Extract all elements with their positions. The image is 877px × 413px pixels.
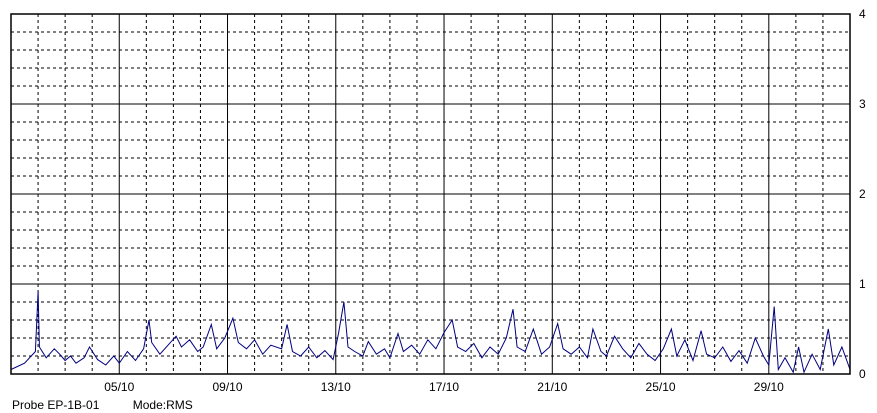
series-line [10, 291, 851, 374]
x-tick-label: 25/10 [646, 380, 676, 394]
x-tick-label: 21/10 [537, 380, 567, 394]
x-tick-label: 05/10 [104, 380, 134, 394]
major-gridlines [11, 14, 850, 374]
y-tick-label: 2 [859, 187, 866, 201]
y-tick-label: 4 [859, 7, 866, 21]
x-tick-label: 13/10 [321, 380, 351, 394]
minor-horizontal-gridlines [11, 31, 850, 357]
x-tick-label: 17/10 [429, 380, 459, 394]
x-axis-tick-labels: 05/10 09/10 13/10 17/10 21/10 25/10 29/10 [104, 380, 784, 394]
y-tick-label: 3 [859, 97, 866, 111]
y-tick-label: 0 [859, 367, 866, 381]
plot-frame [10, 13, 851, 375]
y-tick-label: 1 [859, 277, 866, 291]
chart-footer: Probe EP-1B-01 Mode:RMS [12, 398, 193, 412]
mode-label: Mode:RMS [132, 398, 193, 412]
y-axis-tick-labels: 4 3 2 1 0 [859, 7, 866, 381]
x-tick-label: 09/10 [213, 380, 243, 394]
x-tick-label: 29/10 [754, 380, 784, 394]
probe-label: Probe EP-1B-01 [12, 398, 100, 412]
